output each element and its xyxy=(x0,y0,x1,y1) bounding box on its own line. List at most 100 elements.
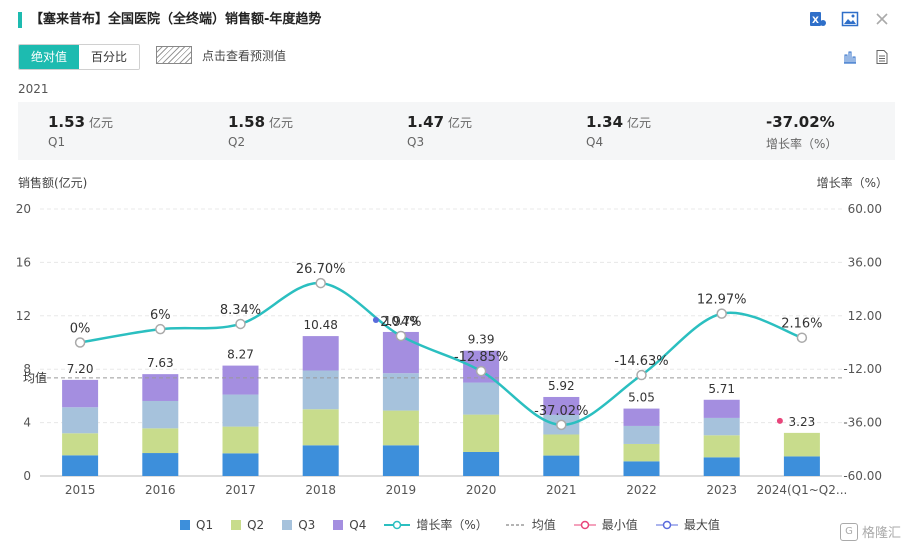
bar-segment-q3 xyxy=(703,417,740,436)
y-tick-left: 8 xyxy=(23,362,31,376)
legend-item-growth[interactable]: 增长率（%） xyxy=(384,516,488,533)
summary-value: 1.47 xyxy=(407,113,445,131)
y-tick-right: 36.00 xyxy=(848,255,882,269)
y-axis-left-title: 销售额(亿元) xyxy=(18,176,88,190)
excel-export-icon[interactable]: X xyxy=(809,10,827,28)
summary-value: 1.58 xyxy=(228,113,266,131)
growth-label: -14.63% xyxy=(614,354,668,369)
summary-label: 增长率（%） xyxy=(766,137,838,151)
summary-item: 1.53 亿元 Q1 xyxy=(48,112,113,149)
bar-segment-q1 xyxy=(142,453,179,476)
close-icon[interactable] xyxy=(873,10,891,28)
bar-segment-q2 xyxy=(783,432,820,457)
bar-segment-q1 xyxy=(382,445,419,476)
bar-segment-q2 xyxy=(703,435,740,458)
bar-total-label: 7.63 xyxy=(147,356,174,370)
legend-swatch xyxy=(282,519,293,530)
growth-label: 26.70% xyxy=(296,262,346,277)
y-tick-left: 0 xyxy=(23,469,31,483)
bar-chart-icon[interactable] xyxy=(841,48,859,66)
watermark: G 格隆汇 xyxy=(839,522,901,541)
bar-total-label: 5.92 xyxy=(548,379,575,393)
bar-segment-q4 xyxy=(623,408,660,426)
bar-segment-q3 xyxy=(543,414,580,435)
bar-total-label: 7.20 xyxy=(67,362,94,376)
summary-item: 1.58 亿元 Q2 xyxy=(228,112,293,149)
bar-segment-q1 xyxy=(302,445,339,476)
bar-segment-q3 xyxy=(222,394,259,427)
bar-segment-q4 xyxy=(222,365,259,395)
bar-segment-q4 xyxy=(543,396,580,415)
legend-swatch xyxy=(333,519,344,530)
bar-segment-q3 xyxy=(463,382,500,415)
summary-unit: 亿元 xyxy=(89,116,114,130)
legend-item-q4[interactable]: Q4 xyxy=(333,518,366,532)
growth-label: 0% xyxy=(70,322,91,337)
legend-item-q1[interactable]: Q1 xyxy=(180,518,213,532)
summary-unit: 亿元 xyxy=(627,116,652,130)
growth-point xyxy=(475,365,487,377)
bar-total-label: 5.71 xyxy=(708,382,735,396)
growth-label: -37.02% xyxy=(534,404,588,419)
bar-segment-q2 xyxy=(302,409,339,446)
bar-segment-q3 xyxy=(62,407,99,434)
summary-item: 1.34 亿元 Q4 xyxy=(586,112,651,149)
bar-segment-q3 xyxy=(302,370,339,410)
legend-label: Q2 xyxy=(247,517,265,532)
x-tick-label: 2016 xyxy=(145,483,176,497)
legend-item-q3[interactable]: Q3 xyxy=(282,518,315,532)
legend-label: 最小值 xyxy=(601,518,638,532)
bar-total-label: 5.05 xyxy=(628,391,655,405)
legend-item-q2[interactable]: Q2 xyxy=(231,518,264,532)
forecast-toggle[interactable]: 点击查看预测值 xyxy=(156,46,286,64)
y-tick-right: -36.00 xyxy=(843,416,882,430)
x-tick-label: 2018 xyxy=(305,483,336,497)
legend-item-average[interactable]: 均值 xyxy=(505,516,556,533)
bar-total-label: 8.27 xyxy=(227,348,254,362)
growth-label: -12.85% xyxy=(454,350,508,365)
percent-tab[interactable]: 百分比 xyxy=(79,45,140,69)
absolute-value-tab[interactable]: 绝对值 xyxy=(19,45,80,69)
legend-item-max[interactable]: 最大值 xyxy=(655,516,720,533)
x-tick-label: 2015 xyxy=(65,483,96,497)
bar-segment-q2 xyxy=(382,410,419,446)
summary-unit: 亿元 xyxy=(448,116,473,130)
bar-segment-q3 xyxy=(142,400,179,429)
view-switch xyxy=(841,48,891,66)
legend-dash-icon xyxy=(505,523,526,526)
summary-label: Q1 xyxy=(48,135,66,149)
growth-point xyxy=(716,308,727,319)
bar-segment-q4 xyxy=(382,331,419,374)
table-view-icon[interactable] xyxy=(873,48,891,66)
growth-point xyxy=(796,332,808,343)
growth-label: 12.97% xyxy=(697,293,747,308)
legend-line-icon xyxy=(384,520,411,529)
growth-point xyxy=(315,277,326,289)
growth-label: 2.94% xyxy=(380,315,421,330)
forecast-hatch-icon xyxy=(156,46,192,64)
y-tick-right: -12.00 xyxy=(843,362,882,376)
bar-segment-q1 xyxy=(222,453,259,476)
y-tick-left: 16 xyxy=(16,255,31,269)
legend-label: Q4 xyxy=(349,517,367,532)
legend-label: Q1 xyxy=(196,517,214,532)
bar-segment-q3 xyxy=(382,373,419,411)
y-tick-right: -60.00 xyxy=(843,469,882,483)
summary-unit: 亿元 xyxy=(269,116,294,130)
bar-segment-q1 xyxy=(543,455,580,476)
title-accent xyxy=(18,12,22,28)
summary-item: -37.02% 增长率（%） xyxy=(766,112,837,152)
image-export-icon[interactable] xyxy=(841,10,859,28)
bar-segment-q1 xyxy=(463,451,500,476)
legend-label: 最大值 xyxy=(683,518,720,532)
legend-label: Q3 xyxy=(298,517,316,532)
bar-segment-q1 xyxy=(62,455,99,476)
growth-point xyxy=(556,419,567,431)
legend-item-min[interactable]: 最小值 xyxy=(573,516,638,533)
x-tick-label: 2020 xyxy=(466,483,497,497)
growth-line xyxy=(79,281,803,427)
bar-segment-q4 xyxy=(463,350,500,383)
legend-min-icon xyxy=(573,520,596,529)
bar-segment-q4 xyxy=(703,399,740,418)
